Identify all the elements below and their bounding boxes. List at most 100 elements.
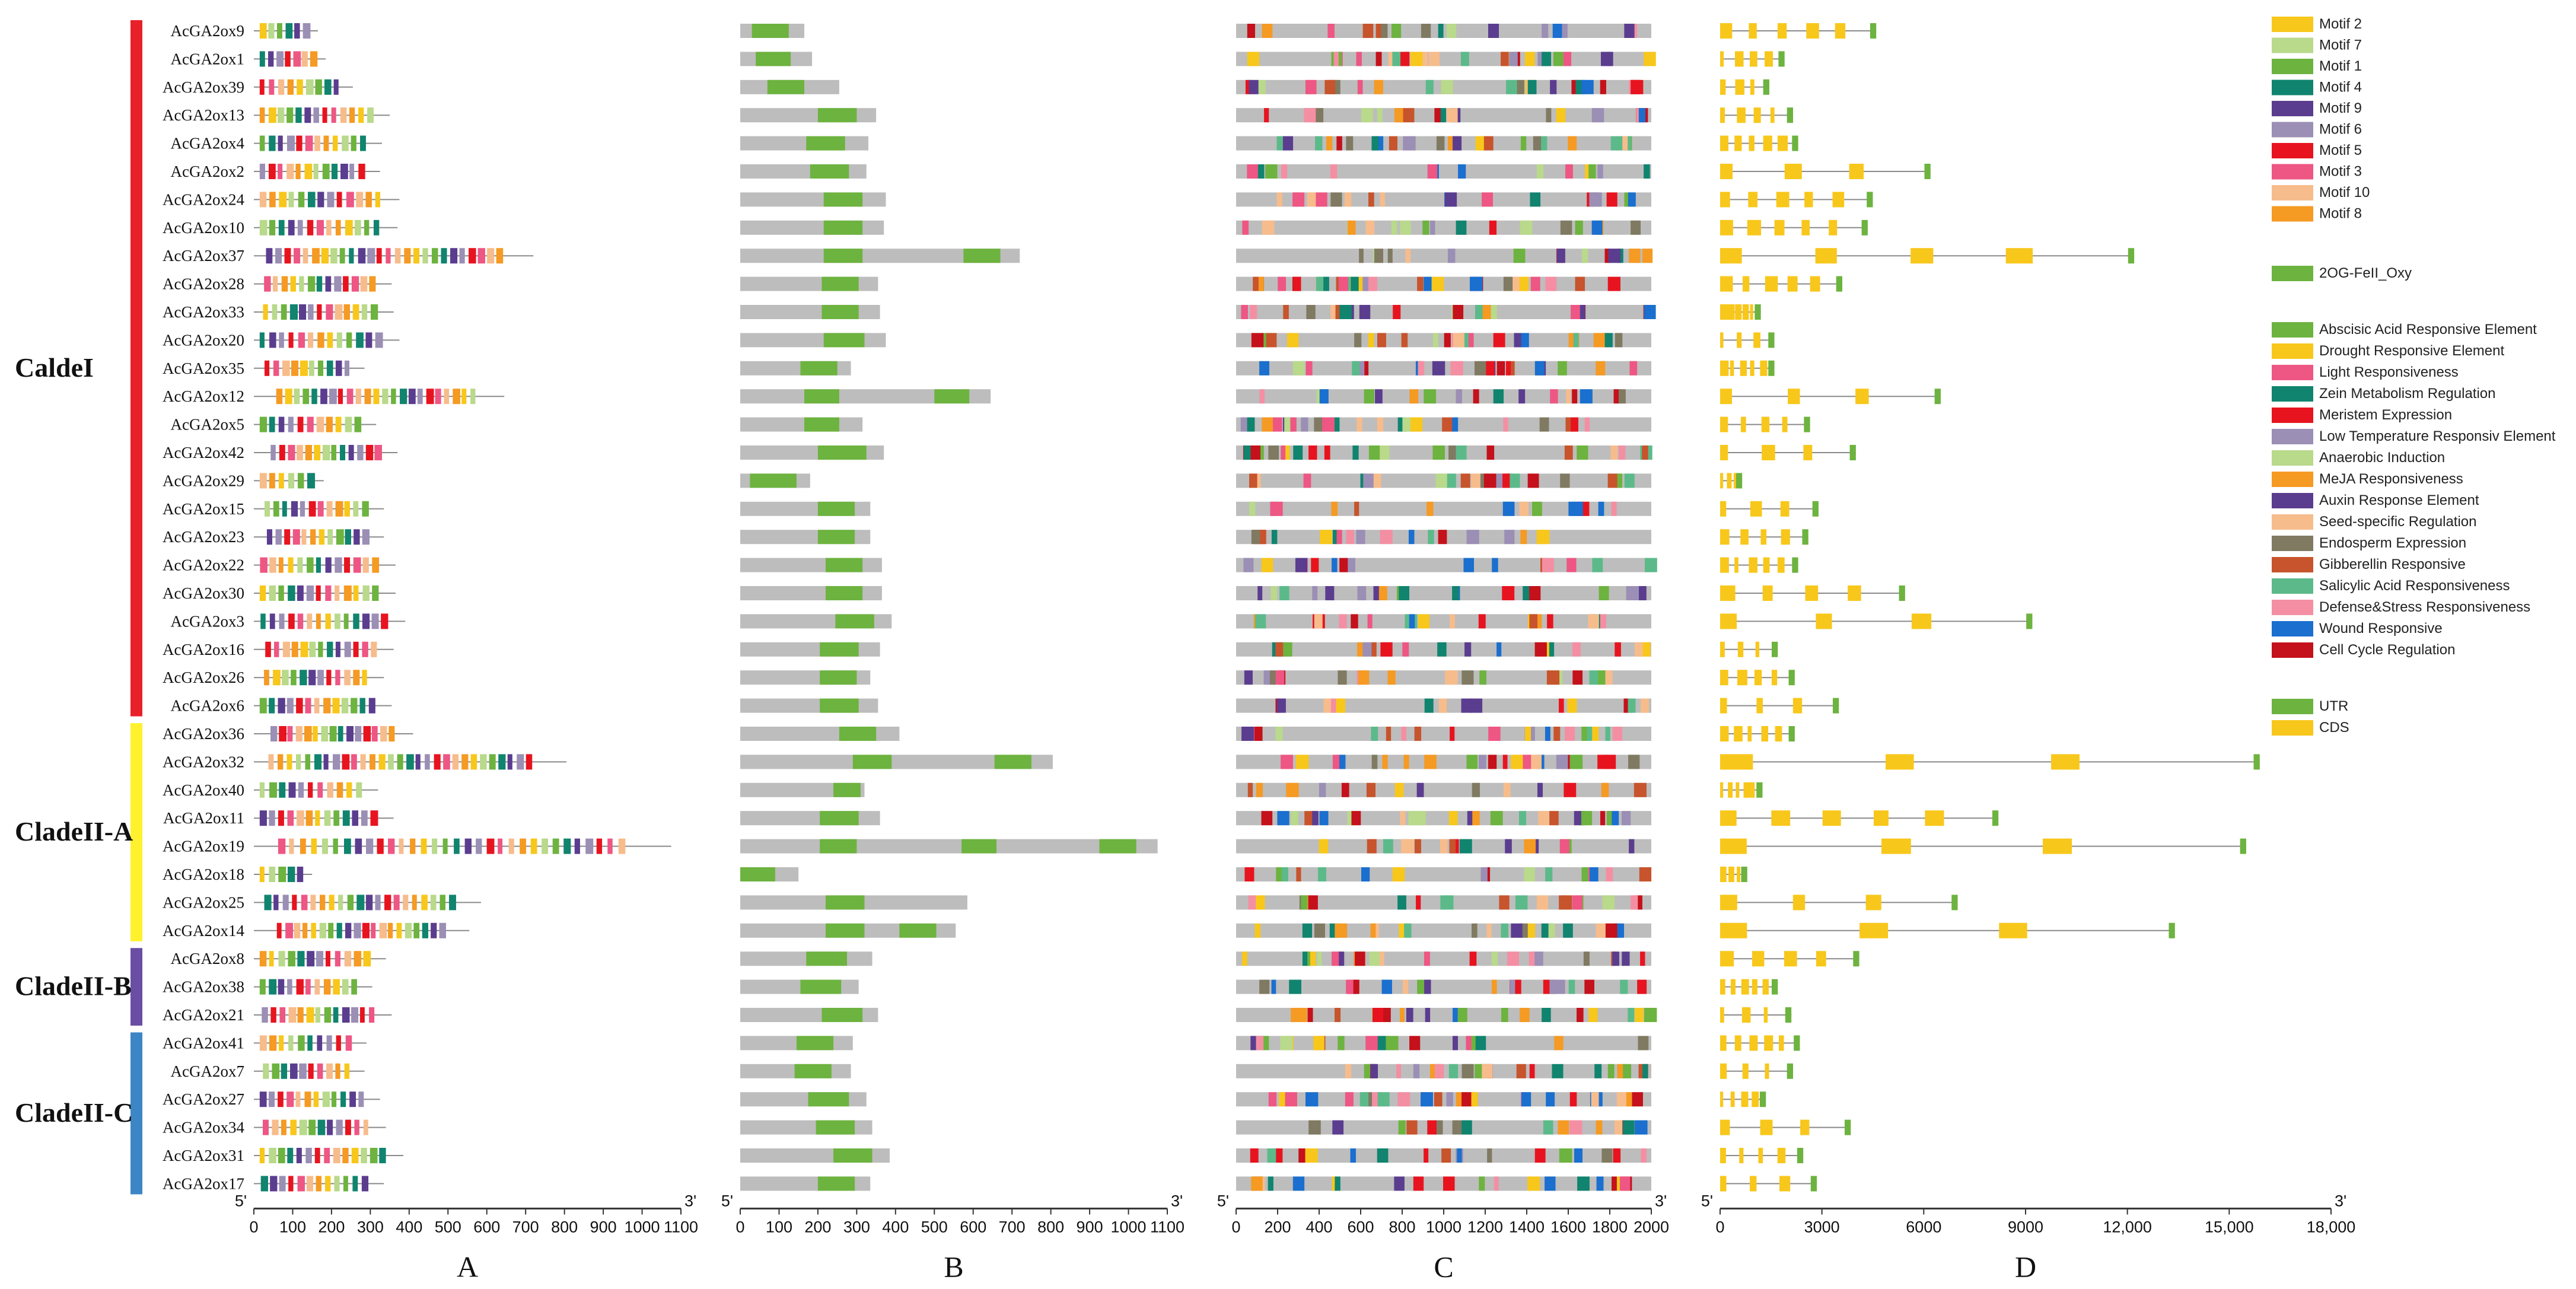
utr-box [1771, 979, 1778, 995]
cis-element [1368, 333, 1374, 348]
cis-element [1359, 249, 1364, 263]
cis-element [1374, 249, 1383, 263]
motif-box [585, 838, 594, 854]
cds-box [1720, 135, 1729, 151]
motif-box [520, 838, 526, 854]
cis-element [1536, 895, 1549, 910]
motif-box [269, 416, 275, 432]
cis-element [1336, 698, 1346, 713]
cis-element [1631, 220, 1641, 235]
cis-element [1531, 951, 1543, 966]
cis-element [1259, 389, 1265, 404]
motif-box [297, 1176, 305, 1192]
cis-element [1520, 220, 1533, 235]
axis-tick-label: 1800 [1592, 1218, 1628, 1236]
motif-box [314, 698, 320, 714]
legend-swatch [2272, 536, 2313, 551]
cis-element [1496, 473, 1503, 488]
motif-box [281, 1063, 288, 1079]
motif-box [297, 445, 303, 460]
motif-box [365, 895, 373, 911]
cis-element [1539, 530, 1545, 545]
motif-box [288, 1007, 297, 1023]
cis-element [1417, 276, 1424, 291]
cis-element [1537, 782, 1543, 797]
motif-box [279, 1035, 284, 1051]
cis-element [1556, 755, 1568, 769]
motif-box [422, 248, 428, 264]
motif-box [336, 1035, 341, 1051]
cis-element [1514, 333, 1521, 348]
cis-element [1339, 305, 1352, 319]
cds-box [1749, 1035, 1758, 1051]
cis-element [1529, 614, 1537, 629]
cis-element [1635, 1008, 1644, 1022]
cis-element [1368, 192, 1374, 207]
motif-box [310, 529, 316, 545]
promoter-bar [1236, 586, 1651, 600]
cis-element [1283, 305, 1289, 319]
motif-box [288, 585, 295, 601]
cis-element [1600, 811, 1606, 826]
cis-element [1413, 1064, 1420, 1078]
cds-box [1749, 135, 1755, 151]
cis-element [1389, 136, 1397, 151]
cis-element [1591, 727, 1599, 741]
motif-box [268, 23, 275, 39]
cis-element [1247, 24, 1255, 38]
legend-swatch [2272, 642, 2313, 658]
motif-box [316, 585, 321, 601]
motif-box [278, 585, 284, 601]
utr-box [1741, 867, 1747, 882]
cis-element [1444, 192, 1457, 207]
cis-element [1289, 979, 1301, 994]
gene-label: AcGA2ox11 [163, 809, 244, 827]
cis-element [1597, 755, 1610, 769]
cis-element [1316, 192, 1327, 207]
cis-element [1644, 305, 1656, 319]
cis-element [1564, 445, 1573, 460]
cis-element [1437, 642, 1447, 657]
legend-label: Motif 4 [2319, 79, 2362, 96]
cis-element [1639, 867, 1652, 881]
motif-box [380, 726, 387, 741]
cis-element [1365, 220, 1374, 235]
cis-element [1568, 501, 1575, 516]
cis-element [1588, 164, 1596, 179]
motif-box [375, 332, 383, 348]
cis-element [1263, 670, 1272, 685]
cis-element [1335, 923, 1348, 938]
cis-element [1304, 108, 1316, 123]
motif-box [314, 135, 320, 151]
motif-box [321, 838, 329, 854]
cis-element [1558, 1120, 1569, 1135]
cis-element [1317, 867, 1326, 881]
motif-box [288, 557, 294, 573]
motif-box [286, 135, 295, 151]
motif-box [336, 922, 342, 938]
cis-element [1610, 445, 1618, 460]
motif-box [259, 332, 265, 348]
motif-box [337, 389, 343, 405]
cis-element [1406, 1120, 1418, 1135]
cds-box [1849, 164, 1864, 179]
clade-label-3: CladeII-C [15, 1097, 133, 1128]
cds-box [1865, 895, 1881, 911]
utr-box [1768, 360, 1775, 376]
motif-box [276, 23, 282, 39]
motif-box [288, 473, 295, 489]
cis-element [1355, 951, 1365, 966]
motif-box [342, 979, 349, 995]
motif-box [325, 951, 330, 967]
cis-element [1538, 811, 1549, 826]
cis-element [1612, 951, 1619, 966]
motif-box [345, 1119, 351, 1135]
motif-box [340, 1091, 346, 1107]
cis-element [1606, 811, 1612, 826]
cis-element [1628, 192, 1636, 207]
motif-box [286, 698, 294, 714]
cis-element [1644, 164, 1650, 179]
promoter-bar [1236, 305, 1651, 319]
cis-element [1308, 895, 1318, 910]
cis-element [1247, 782, 1253, 797]
